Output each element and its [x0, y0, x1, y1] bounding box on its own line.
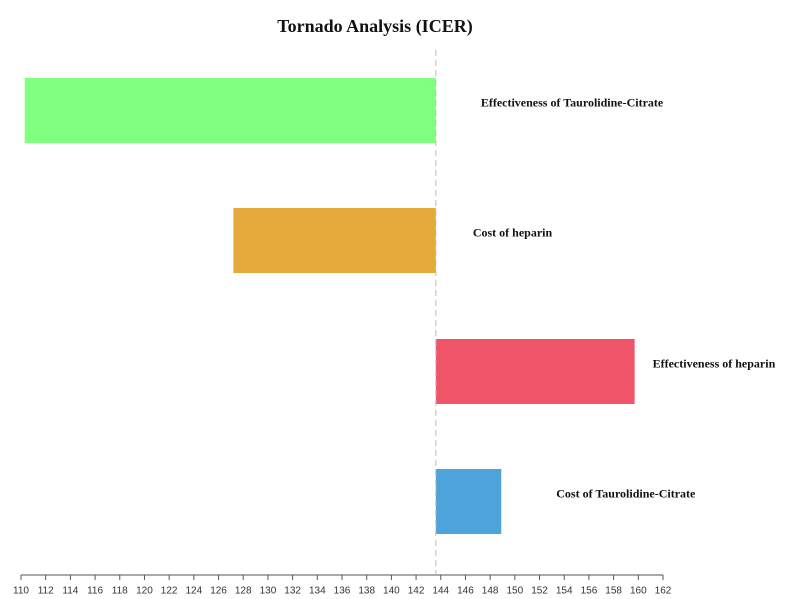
x-tick-label: 146 [457, 586, 474, 597]
x-tick-label: 126 [210, 586, 227, 597]
bar [435, 469, 502, 534]
x-tick-label: 140 [383, 586, 400, 597]
x-tick-label: 122 [161, 586, 178, 597]
x-tick-label: 158 [605, 586, 622, 597]
x-tick-label: 120 [136, 586, 153, 597]
bar [435, 339, 635, 404]
x-tick-label: 152 [531, 586, 548, 597]
x-tick-label: 110 [13, 586, 29, 597]
category-label: Effectiveness of heparin [653, 356, 776, 370]
x-tick-label: 124 [186, 586, 203, 597]
x-tick-label: 134 [309, 586, 326, 597]
x-tick-label: 128 [235, 586, 252, 597]
x-tick-label: 154 [556, 586, 573, 597]
x-tick-label: 136 [334, 586, 351, 597]
category-label: Cost of Taurolidine-Citrate [556, 486, 696, 500]
x-tick-label: 144 [432, 586, 449, 597]
x-tick-label: 132 [284, 586, 301, 597]
category-label: Effectiveness of Taurolidine-Citrate [481, 95, 664, 109]
x-tick-label: 148 [482, 586, 499, 597]
x-tick-label: 162 [655, 586, 672, 597]
x-tick-label: 142 [408, 586, 425, 597]
chart-title: Tornado Analysis (ICER) [277, 16, 472, 37]
x-tick-label: 130 [260, 586, 277, 597]
x-tick-label: 118 [112, 586, 128, 597]
x-tick-label: 116 [87, 586, 103, 597]
bar [233, 208, 436, 273]
x-tick-label: 150 [507, 586, 524, 597]
x-tick-label: 138 [358, 586, 375, 597]
category-label: Cost of heparin [473, 225, 553, 239]
x-tick-label: 112 [38, 586, 54, 597]
bar [24, 78, 436, 143]
x-tick-label: 160 [630, 586, 647, 597]
x-tick-label: 156 [581, 586, 598, 597]
x-tick-label: 114 [62, 586, 78, 597]
